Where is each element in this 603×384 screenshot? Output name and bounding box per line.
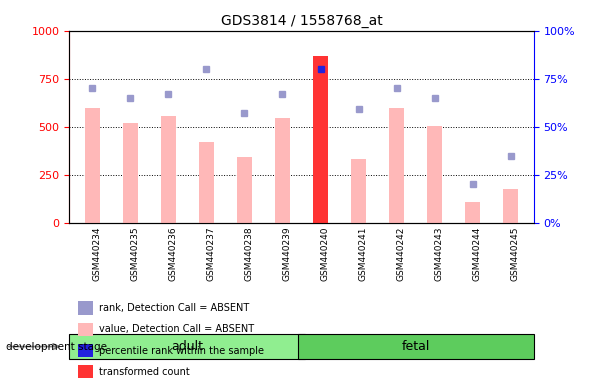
Bar xyxy=(313,56,328,223)
Text: rank, Detection Call = ABSENT: rank, Detection Call = ABSENT xyxy=(99,303,250,313)
Bar xyxy=(237,157,252,223)
Text: transformed count: transformed count xyxy=(99,367,190,377)
Bar xyxy=(199,142,214,223)
Bar xyxy=(504,189,519,223)
Text: development stage: development stage xyxy=(6,341,107,352)
Text: GSM440244: GSM440244 xyxy=(473,227,482,281)
Bar xyxy=(389,108,404,223)
Text: fetal: fetal xyxy=(402,340,430,353)
Text: GSM440243: GSM440243 xyxy=(435,227,444,281)
Text: adult: adult xyxy=(171,340,203,353)
Bar xyxy=(84,108,99,223)
Bar xyxy=(351,159,366,223)
Text: GSM440236: GSM440236 xyxy=(168,227,177,281)
Title: GDS3814 / 1558768_at: GDS3814 / 1558768_at xyxy=(221,14,382,28)
Text: GSM440237: GSM440237 xyxy=(206,227,215,281)
Text: GSM440235: GSM440235 xyxy=(130,227,139,281)
Text: GSM440234: GSM440234 xyxy=(92,227,101,281)
Text: percentile rank within the sample: percentile rank within the sample xyxy=(99,346,265,356)
Bar xyxy=(427,126,443,223)
Text: GSM440241: GSM440241 xyxy=(359,227,368,281)
Text: GSM440245: GSM440245 xyxy=(511,227,520,281)
Bar xyxy=(465,202,481,223)
Text: GSM440240: GSM440240 xyxy=(321,227,329,281)
Text: GSM440239: GSM440239 xyxy=(282,227,291,281)
Bar xyxy=(275,118,290,223)
Bar xyxy=(160,116,176,223)
Text: value, Detection Call = ABSENT: value, Detection Call = ABSENT xyxy=(99,324,254,334)
Bar xyxy=(122,123,138,223)
Text: GSM440242: GSM440242 xyxy=(397,227,406,281)
Text: GSM440238: GSM440238 xyxy=(244,227,253,281)
